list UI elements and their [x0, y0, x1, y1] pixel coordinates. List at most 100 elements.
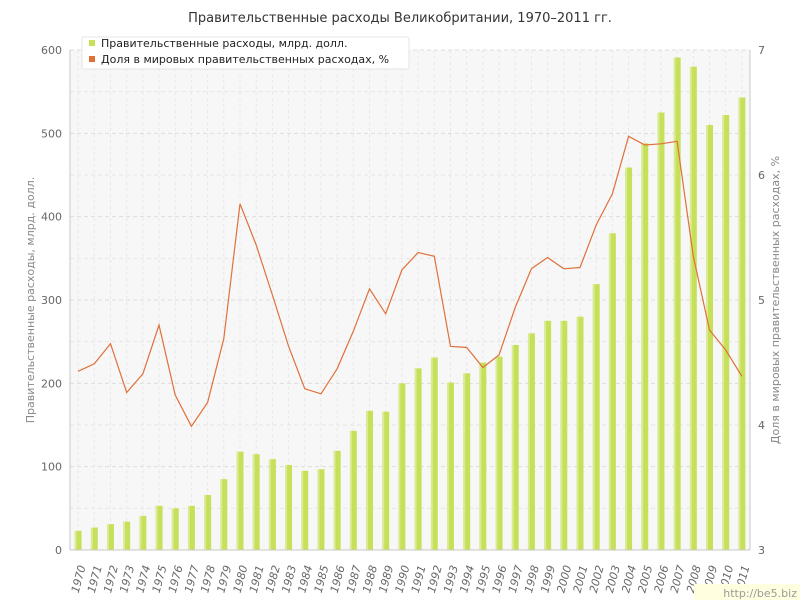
bar-1990: [398, 383, 406, 550]
bar-highlight: [414, 368, 417, 550]
bar-1999: [544, 320, 552, 550]
bar-1986: [333, 450, 341, 550]
watermark-background: [694, 584, 800, 600]
bar-highlight: [204, 495, 207, 550]
bar-highlight: [220, 479, 223, 550]
bar-highlight: [285, 465, 288, 550]
bar-highlight: [576, 316, 579, 550]
right-tick-label: 3: [758, 544, 765, 557]
bar-1998: [527, 333, 535, 550]
legend-swatch-line: [89, 56, 95, 62]
bar-highlight: [382, 411, 385, 550]
bar-highlight: [349, 430, 352, 550]
bar-highlight: [236, 451, 239, 550]
left-tick-label: 500: [41, 127, 62, 140]
bar-2011: [738, 97, 746, 550]
bar-series: [74, 57, 746, 551]
bar-2002: [592, 284, 600, 550]
bar-1976: [171, 508, 179, 550]
bar-1983: [285, 465, 293, 550]
bar-1977: [187, 505, 195, 550]
bar-highlight: [333, 450, 336, 550]
bar-1993: [446, 382, 454, 550]
bar-highlight: [446, 382, 449, 550]
bar-1980: [236, 451, 244, 550]
legend-box: [81, 36, 410, 70]
bar-highlight: [366, 410, 369, 550]
bar-highlight: [74, 530, 77, 550]
x-axis-ticks: 1970197119721973197419751976197719781979…: [69, 564, 753, 594]
right-axis-ticks: 3 4 5 6 7: [758, 44, 765, 557]
bar-2005: [641, 143, 649, 551]
bar-highlight: [706, 125, 709, 550]
bar-highlight: [252, 454, 255, 550]
watermark-text: http://be5.biz: [723, 587, 797, 600]
bar-1989: [382, 411, 390, 550]
bar-highlight: [544, 320, 547, 550]
bar-highlight: [301, 470, 304, 550]
right-tick-label: 4: [758, 419, 765, 432]
bar-1988: [366, 410, 374, 550]
bar-highlight: [738, 97, 741, 550]
bar-2004: [625, 167, 633, 550]
bar-1982: [268, 459, 276, 550]
bar-1970: [74, 530, 82, 550]
right-tick-label: 5: [758, 294, 765, 307]
left-tick-label: 400: [41, 211, 62, 224]
bar-1973: [123, 521, 131, 550]
bar-highlight: [268, 459, 271, 550]
legend: Правительственные расходы, млрд. долл. Д…: [81, 36, 410, 70]
watermark: http://be5.biz: [694, 584, 800, 600]
bar-2010: [722, 115, 730, 550]
bar-1992: [430, 357, 438, 550]
bar-highlight: [430, 357, 433, 550]
bar-1972: [106, 524, 114, 550]
legend-label-bar: Правительственные расходы, млрд. долл.: [101, 37, 347, 50]
bar-1996: [495, 356, 503, 550]
left-axis-ticks: 0 100 200 300 400 500 600: [41, 44, 62, 557]
legend-label-line: Доля в мировых правительственных расхода…: [101, 53, 389, 66]
bar-1975: [155, 505, 163, 550]
left-tick-label: 0: [55, 544, 62, 557]
bar-highlight: [511, 345, 514, 550]
bar-2003: [608, 233, 616, 551]
left-tick-label: 300: [41, 294, 62, 307]
right-tick-label: 6: [758, 169, 765, 182]
bar-highlight: [90, 527, 93, 550]
right-tick-label: 7: [758, 44, 765, 57]
bar-highlight: [479, 362, 482, 550]
left-tick-label: 100: [41, 461, 62, 474]
bar-1981: [252, 454, 260, 550]
bar-1971: [90, 527, 98, 550]
left-tick-label: 600: [41, 44, 62, 57]
chart-title: Правительственные расходы Великобритании…: [188, 11, 612, 26]
bar-1995: [479, 362, 487, 550]
bar-2001: [576, 316, 584, 550]
bar-highlight: [722, 115, 725, 550]
bar-highlight: [689, 66, 692, 551]
bar-highlight: [625, 167, 628, 550]
bar-highlight: [139, 515, 142, 550]
bar-highlight: [463, 373, 466, 550]
bar-1974: [139, 515, 147, 550]
bar-highlight: [187, 505, 190, 550]
bar-highlight: [155, 505, 158, 550]
bar-2009: [706, 125, 714, 550]
bar-1979: [220, 479, 228, 550]
bar-2007: [673, 57, 681, 550]
bar-highlight: [641, 143, 644, 551]
bar-1985: [317, 469, 325, 550]
bar-2006: [657, 112, 665, 550]
bar-highlight: [171, 508, 174, 550]
bar-highlight: [608, 233, 611, 551]
bar-highlight: [106, 524, 109, 550]
bar-highlight: [673, 57, 676, 550]
bar-1987: [349, 430, 357, 550]
bar-1997: [511, 345, 519, 550]
bar-1984: [301, 470, 309, 550]
left-tick-label: 200: [41, 377, 62, 390]
bar-highlight: [123, 521, 126, 550]
legend-swatch-bar: [89, 40, 95, 46]
line-series: [77, 135, 743, 428]
